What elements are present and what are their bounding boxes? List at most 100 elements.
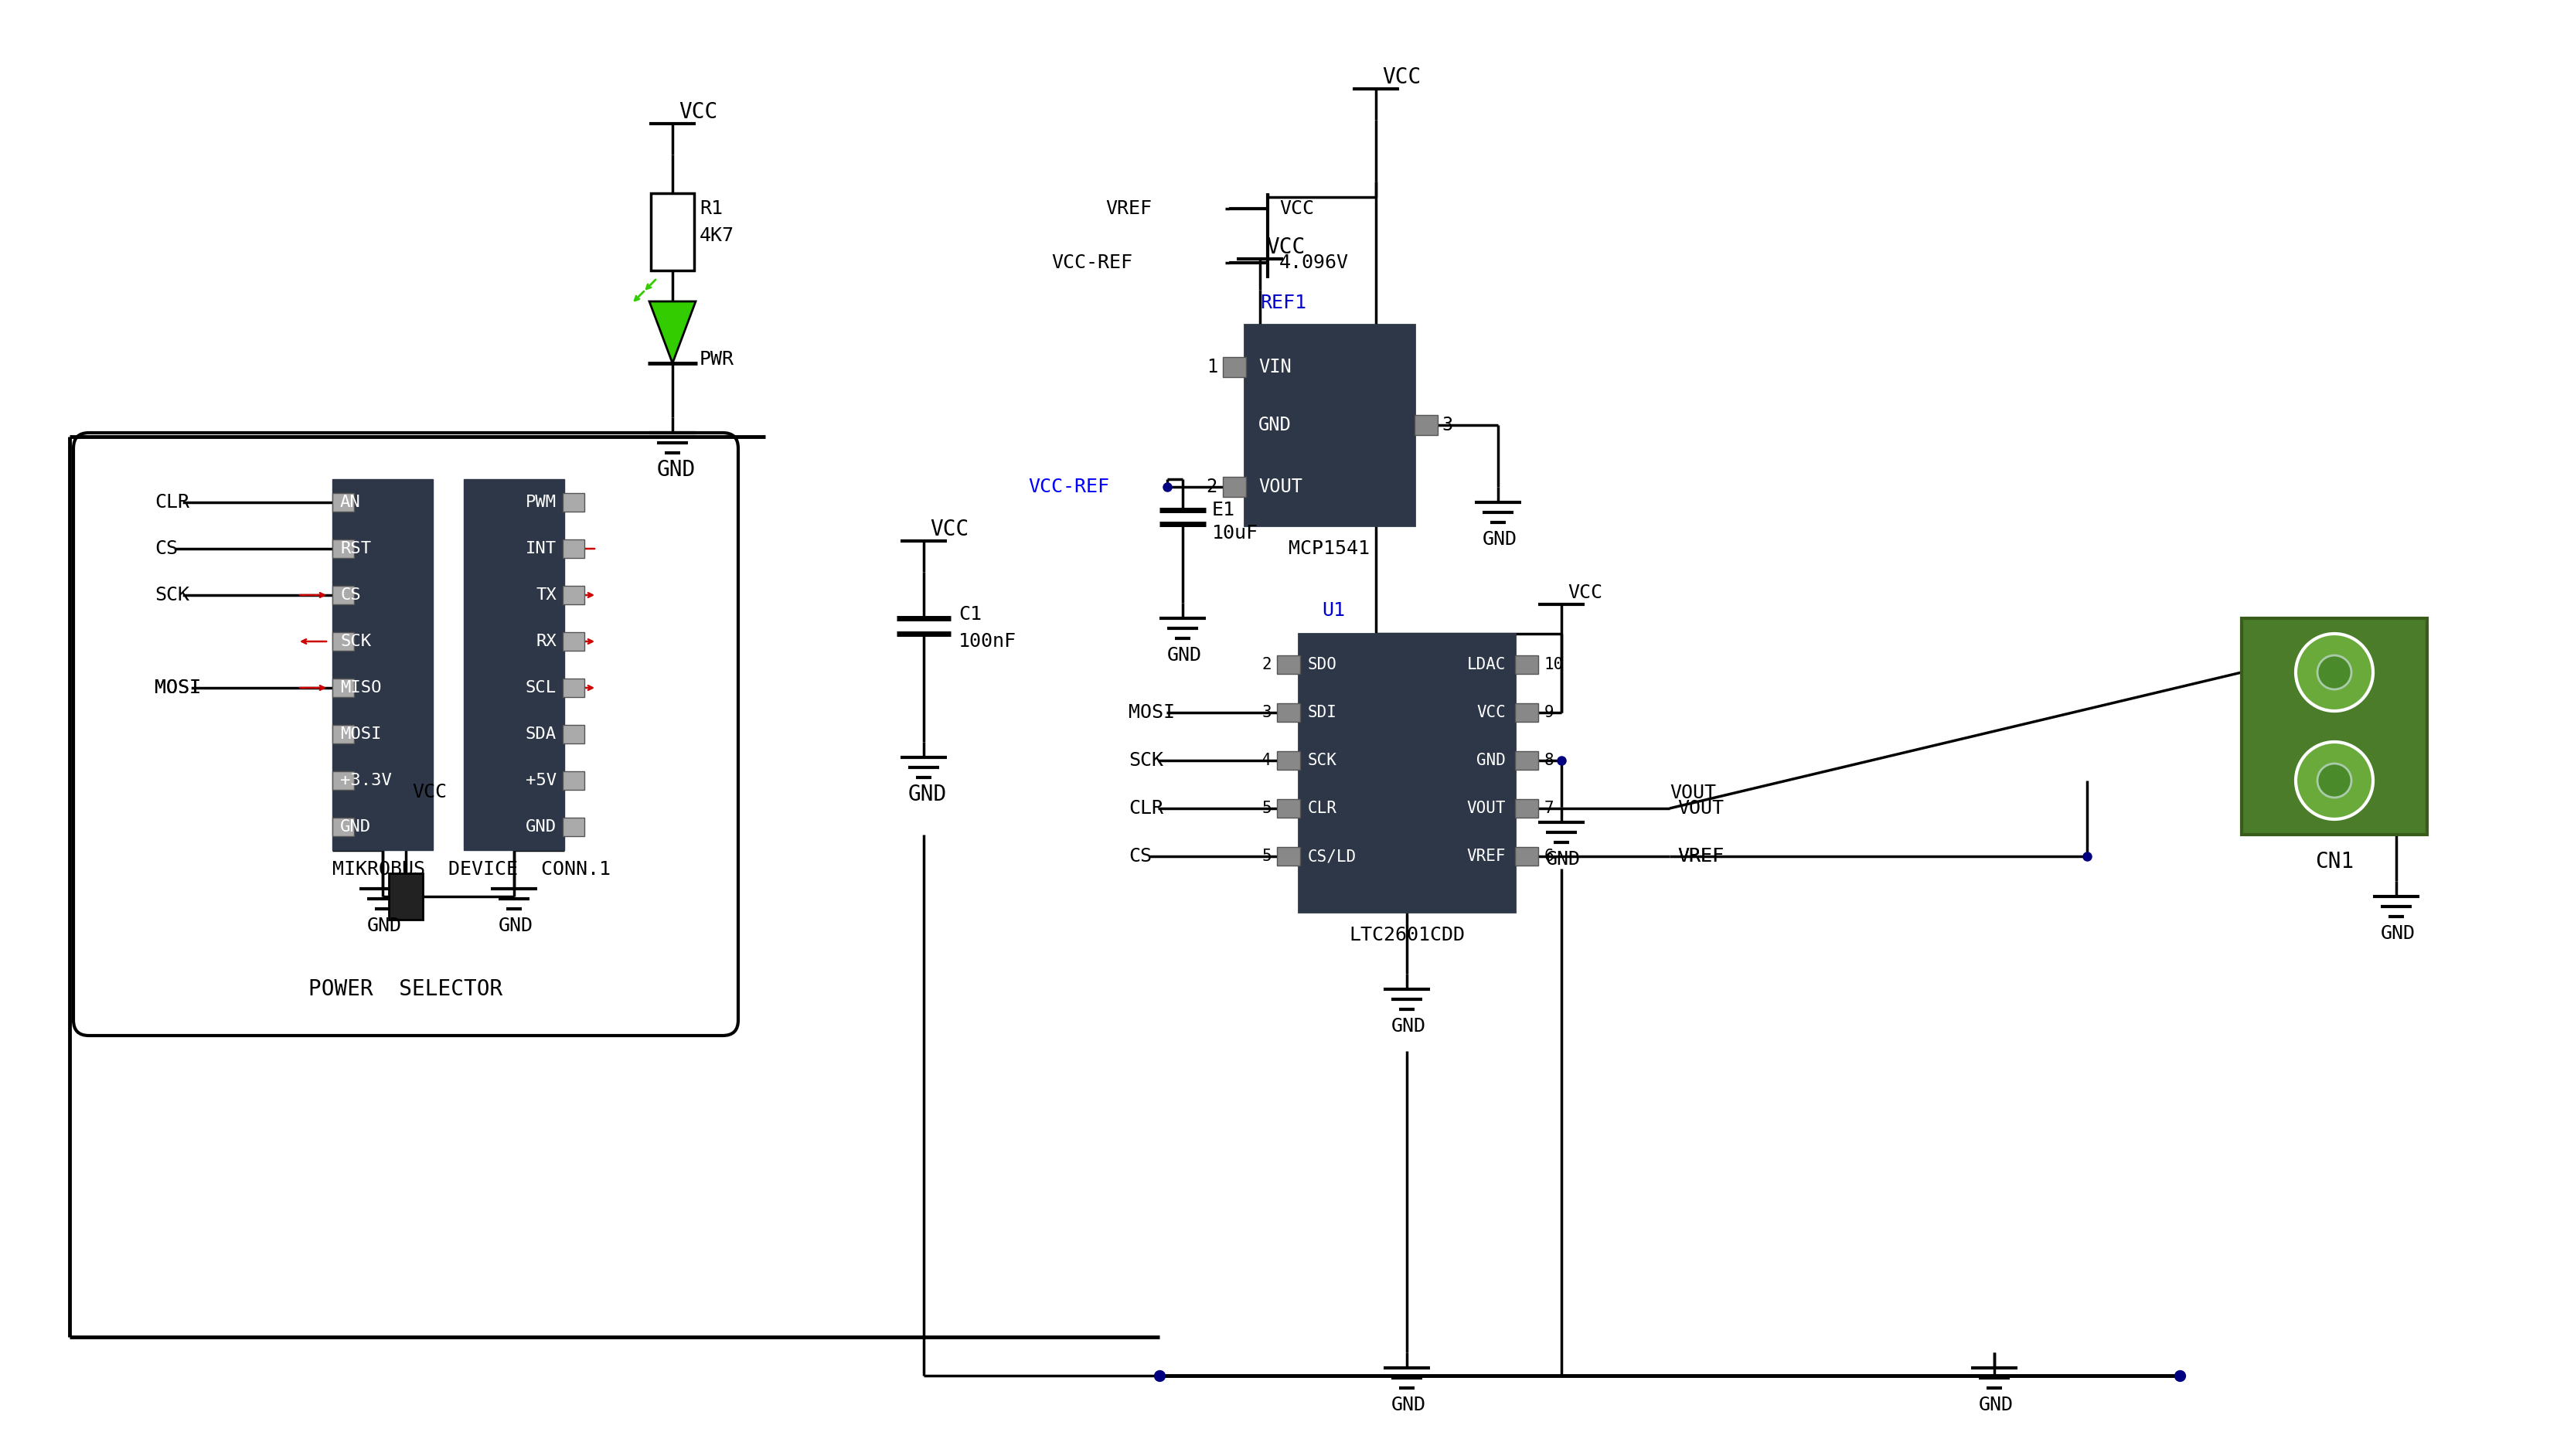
Bar <box>563 585 586 604</box>
Text: GND: GND <box>2381 925 2416 943</box>
Bar <box>332 632 353 651</box>
Text: VCC: VCC <box>412 783 447 801</box>
Text: GND: GND <box>1391 1396 1427 1414</box>
Bar <box>463 479 565 850</box>
Text: VREF: VREF <box>1677 847 1723 865</box>
Text: TX: TX <box>537 587 557 603</box>
Text: U1: U1 <box>1322 601 1345 620</box>
Text: SCK: SCK <box>340 633 371 649</box>
Text: GND: GND <box>1475 753 1506 769</box>
Text: RX: RX <box>537 633 557 649</box>
Bar <box>332 678 353 697</box>
Text: MISO: MISO <box>340 680 381 696</box>
Bar <box>332 818 353 836</box>
Text: MOSI: MOSI <box>153 678 202 697</box>
Bar <box>332 585 353 604</box>
Text: CS: CS <box>340 587 361 603</box>
Text: 4: 4 <box>1261 753 1271 769</box>
Text: GND: GND <box>657 459 696 480</box>
Bar <box>563 494 586 511</box>
Bar <box>2242 619 2427 834</box>
Bar <box>1414 415 1437 435</box>
Text: AN: AN <box>340 495 361 510</box>
Text: SDO: SDO <box>1307 657 1337 673</box>
Bar <box>563 818 586 836</box>
Text: 6: 6 <box>1544 849 1555 863</box>
Bar <box>1276 703 1299 722</box>
Text: CN1: CN1 <box>2314 850 2355 872</box>
Circle shape <box>2296 743 2373 820</box>
Circle shape <box>2317 763 2352 798</box>
Text: PWR: PWR <box>701 349 734 368</box>
Text: 9: 9 <box>1544 705 1555 721</box>
Bar <box>1276 751 1299 770</box>
Bar <box>1516 847 1539 865</box>
Text: 7: 7 <box>1544 801 1555 817</box>
Text: LTC2601CDD: LTC2601CDD <box>1350 926 1465 945</box>
Text: GND: GND <box>527 820 557 834</box>
Text: SCL: SCL <box>527 680 557 696</box>
Bar <box>563 678 586 697</box>
Text: VCC: VCC <box>931 518 969 540</box>
Bar <box>1276 847 1299 865</box>
Text: MOSI: MOSI <box>340 727 381 743</box>
Bar <box>332 539 353 558</box>
Text: 5: 5 <box>1261 849 1271 863</box>
Text: PWM: PWM <box>527 495 557 510</box>
Bar <box>1222 476 1245 496</box>
Text: SDI: SDI <box>1307 705 1337 721</box>
Bar <box>1516 751 1539 770</box>
Text: GND: GND <box>499 917 534 935</box>
Text: C1: C1 <box>959 606 982 623</box>
Bar <box>1516 799 1539 818</box>
Text: 8: 8 <box>1544 753 1555 769</box>
Bar <box>563 772 586 789</box>
Text: VREF: VREF <box>1468 849 1506 863</box>
Text: R1: R1 <box>701 199 724 218</box>
Text: GND: GND <box>1979 1396 2012 1414</box>
Text: 4K7: 4K7 <box>701 227 734 245</box>
Text: GND: GND <box>340 820 371 834</box>
Text: VIN: VIN <box>1258 358 1291 376</box>
Text: SCK: SCK <box>153 585 189 604</box>
Text: MOSI: MOSI <box>1128 703 1174 722</box>
Text: SCK: SCK <box>1307 753 1337 769</box>
Text: VCC: VCC <box>1567 584 1603 601</box>
FancyBboxPatch shape <box>74 432 739 1035</box>
Text: +5V: +5V <box>527 773 557 788</box>
Bar <box>1299 633 1516 911</box>
Polygon shape <box>649 301 696 363</box>
Text: GND: GND <box>1166 646 1202 664</box>
Text: SDA: SDA <box>527 727 557 743</box>
Bar <box>332 479 432 850</box>
Text: VCC: VCC <box>1278 199 1314 218</box>
Text: VOUT: VOUT <box>1677 799 1723 818</box>
Text: 2: 2 <box>1207 478 1217 496</box>
Bar <box>332 725 353 744</box>
Text: CLR: CLR <box>153 494 189 511</box>
Circle shape <box>2296 633 2373 711</box>
Text: MCP1541: MCP1541 <box>1289 539 1371 558</box>
Text: CS/LD: CS/LD <box>1307 849 1358 863</box>
Text: 1: 1 <box>1207 358 1217 376</box>
Text: CLR: CLR <box>1128 799 1163 818</box>
Text: MIKROBUS  DEVICE  CONN.1: MIKROBUS DEVICE CONN.1 <box>332 860 611 879</box>
Text: VOUT: VOUT <box>1670 783 1716 802</box>
Text: CLR: CLR <box>1307 801 1337 817</box>
Bar <box>652 194 693 271</box>
Bar <box>1276 799 1299 818</box>
Text: 4.096V: 4.096V <box>1278 253 1350 272</box>
Text: VCC: VCC <box>1383 67 1422 89</box>
Text: LDAC: LDAC <box>1468 657 1506 673</box>
Text: GND: GND <box>908 783 946 805</box>
Text: GND: GND <box>368 917 401 935</box>
Text: CS: CS <box>153 539 179 558</box>
Text: INT: INT <box>527 542 557 556</box>
Text: GND: GND <box>1483 530 1516 549</box>
Bar <box>332 772 353 789</box>
Text: 2: 2 <box>1261 657 1271 673</box>
Text: VOUT: VOUT <box>1258 478 1302 496</box>
Text: 3: 3 <box>1261 705 1271 721</box>
Text: VOUT: VOUT <box>1468 801 1506 817</box>
Text: RST: RST <box>340 542 371 556</box>
